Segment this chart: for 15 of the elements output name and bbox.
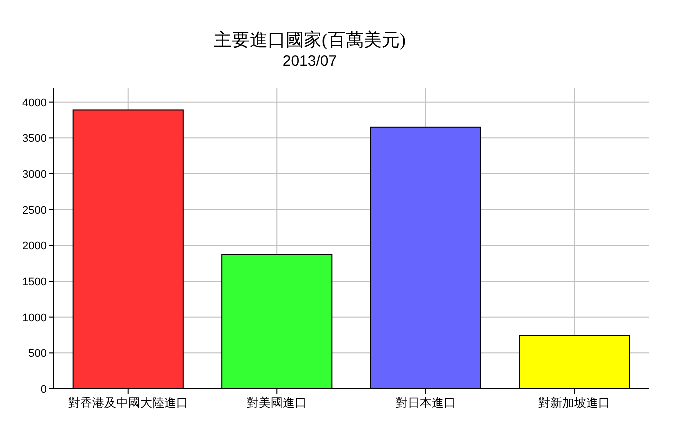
- y-tick-label: 1000: [22, 312, 47, 324]
- y-tick-label: 0: [40, 384, 47, 396]
- x-tick-label: 對日本進口: [396, 396, 456, 410]
- x-tick-label: 對新加坡進口: [538, 396, 611, 410]
- x-tick-label: 對美國進口: [247, 396, 308, 410]
- y-tick-label: 3000: [22, 169, 47, 181]
- y-tick-label: 4000: [22, 97, 47, 110]
- chart-subtitle: 2013/07: [282, 53, 338, 70]
- y-tick-label: 500: [28, 348, 47, 360]
- y-tick-label: 2500: [22, 204, 47, 217]
- chart-title: 主要進口國家(百萬美元): [214, 30, 406, 50]
- y-tick-label: 2000: [22, 240, 47, 253]
- y-tick-label: 1500: [22, 276, 47, 288]
- x-tick-label: 對香港及中國大陸進口: [68, 396, 188, 410]
- y-tick-label: 3500: [22, 133, 47, 146]
